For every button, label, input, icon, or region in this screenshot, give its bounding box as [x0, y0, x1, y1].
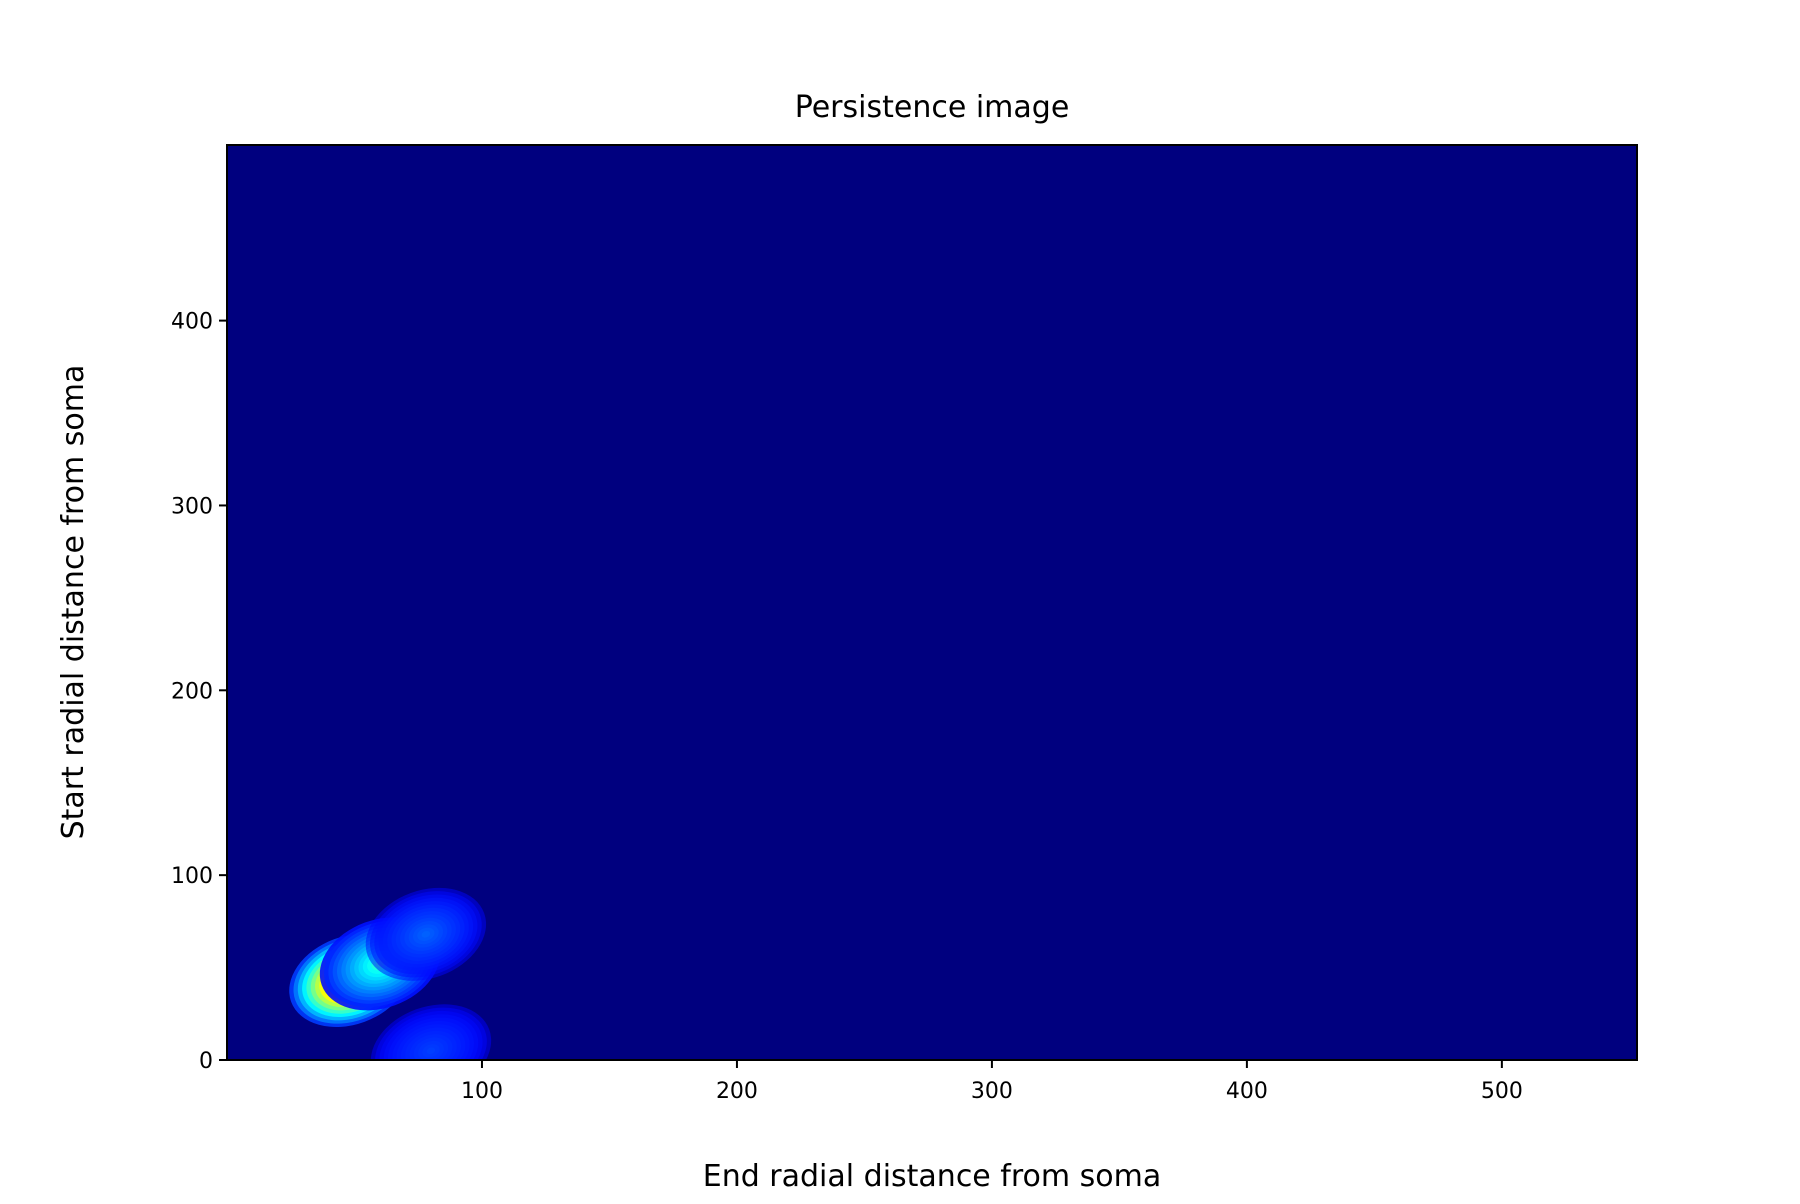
y-tick-label: 200	[171, 679, 213, 704]
heatmap-contour	[426, 1047, 436, 1055]
y-tick-label: 400	[171, 310, 213, 335]
y-axis: 0 100 200 300 400	[171, 310, 227, 1074]
chart-title: Persistence image	[795, 90, 1070, 125]
heatmap-contour	[421, 930, 431, 938]
plot-frame	[226, 144, 1638, 1061]
y-axis-label: Start radial distance from soma	[56, 365, 91, 840]
y-tick-label: 300	[171, 494, 213, 519]
y-tick-label: 0	[199, 1049, 213, 1074]
y-tick-label: 100	[171, 864, 213, 889]
x-axis: 100 200 300 400 500	[461, 1060, 1523, 1104]
x-tick-label: 500	[1481, 1079, 1523, 1104]
x-axis-label: End radial distance from soma	[703, 1159, 1162, 1194]
x-tick-label: 400	[1226, 1079, 1268, 1104]
x-tick-label: 200	[716, 1079, 758, 1104]
heatmap-peak	[365, 887, 487, 981]
x-tick-label: 100	[461, 1079, 503, 1104]
plot-area	[227, 145, 1637, 1060]
x-tick-label: 300	[971, 1079, 1013, 1104]
